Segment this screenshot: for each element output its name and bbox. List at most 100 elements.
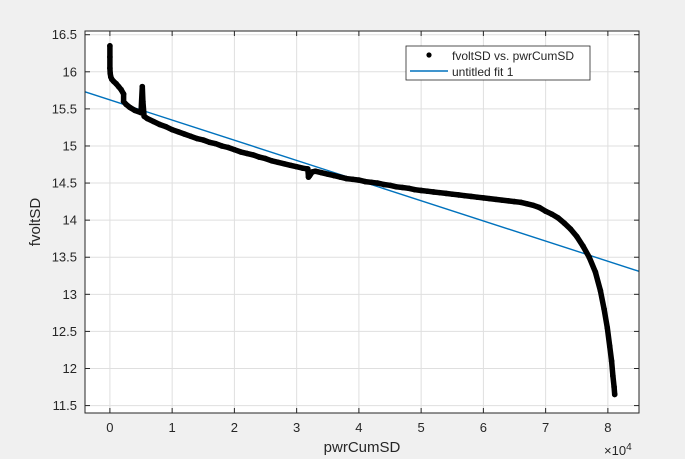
- legend[interactable]: fvoltSD vs. pwrCumSD untitled fit 1: [405, 45, 591, 81]
- x-tick-label: 8: [604, 420, 611, 435]
- legend-marker-scatter: [426, 52, 432, 58]
- scatter-point: [305, 166, 311, 172]
- scatter-point: [561, 220, 568, 226]
- scatter-point: [437, 189, 443, 196]
- scatter-point: [163, 123, 169, 130]
- scatter-point: [611, 391, 618, 398]
- scatter-point: [597, 287, 604, 294]
- legend-box: [405, 45, 591, 81]
- scatter-point: [461, 192, 468, 199]
- scatter-point: [604, 324, 611, 331]
- scatter-point: [107, 54, 113, 60]
- scatter-point: [225, 144, 231, 151]
- scatter-point: [107, 43, 113, 49]
- scatter-point: [474, 194, 480, 200]
- y-tick-label: 11.5: [53, 398, 77, 413]
- x-tick-label: 2: [231, 420, 238, 435]
- y-tick-label: 12: [63, 361, 77, 376]
- scatter-point: [244, 150, 250, 157]
- scatter-point: [343, 175, 350, 182]
- scatter-point: [200, 137, 207, 143]
- x-tick-label: 4: [355, 420, 362, 435]
- y-tick-label: 15.5: [52, 101, 77, 116]
- scatter-point: [505, 198, 512, 204]
- scatter-point: [206, 139, 213, 146]
- scatter-point: [601, 306, 607, 312]
- legend-label-fit: untitled fit 1: [452, 65, 514, 79]
- scatter-point: [610, 373, 616, 379]
- scatter-point: [499, 197, 505, 203]
- scatter-point: [127, 104, 133, 111]
- scatter-point: [606, 343, 613, 350]
- scatter-point: [331, 172, 337, 179]
- legend-label-scatter: fvoltSD vs. pwrCumSD: [452, 49, 574, 63]
- scatter-point: [424, 188, 431, 195]
- scatter-point: [287, 162, 294, 169]
- y-tick-label: 12.5: [52, 324, 77, 339]
- x-tick-label: 0: [106, 420, 113, 435]
- x-axis-title: pwrCumSD: [324, 439, 401, 456]
- scatter-point: [405, 185, 412, 192]
- scatter-point: [131, 107, 138, 114]
- scatter-point: [592, 269, 599, 275]
- scatter-point: [262, 155, 269, 162]
- scatter-point: [380, 181, 387, 188]
- scatter-point: [281, 160, 287, 167]
- scatter-point: [393, 183, 400, 190]
- scatter-point: [181, 131, 188, 137]
- scatter-point: [362, 178, 368, 185]
- scatter-point: [517, 199, 524, 206]
- scatter-layer: [107, 43, 618, 398]
- scatter-point: [536, 204, 543, 211]
- scatter-point: [293, 163, 300, 170]
- y-tick-label: 16.5: [52, 27, 77, 42]
- scatter-point: [608, 358, 615, 364]
- scatter-point: [139, 83, 146, 90]
- scatter-point: [443, 190, 449, 197]
- scatter-point: [231, 146, 238, 153]
- scatter-point: [107, 65, 113, 71]
- scatter-point: [586, 254, 593, 261]
- scatter-point: [430, 189, 437, 195]
- scatter-point: [349, 176, 356, 183]
- y-tick-label: 15: [63, 138, 77, 153]
- plot-area: [85, 31, 639, 413]
- scatter-point: [237, 149, 244, 155]
- scatter-point: [120, 91, 127, 97]
- scatter-point: [188, 133, 194, 140]
- x-tick-label: 6: [480, 420, 487, 435]
- scatter-point: [212, 140, 219, 147]
- scatter-point: [312, 168, 319, 174]
- scatter-point: [219, 143, 225, 149]
- y-tick-label: 14.5: [52, 176, 77, 191]
- scatter-point: [150, 118, 157, 125]
- y-tick-label: 14: [63, 213, 77, 228]
- scatter-point: [250, 152, 256, 158]
- x-exponent-label: ×104: [604, 442, 632, 458]
- scatter-point: [318, 169, 325, 176]
- scatter-point: [530, 202, 536, 209]
- scatter-point: [567, 226, 574, 232]
- scatter-point: [300, 165, 306, 172]
- scatter-point: [140, 98, 146, 105]
- x-tick-label: 7: [542, 420, 549, 435]
- y-tick-label: 16: [63, 64, 77, 79]
- ticks: [85, 31, 639, 413]
- y-axis-title: fvoltSD: [27, 198, 44, 247]
- scatter-point: [256, 154, 263, 160]
- scatter-point: [486, 195, 493, 202]
- scatter-point: [468, 193, 474, 200]
- scatter-point: [493, 196, 499, 203]
- scatter-point: [549, 211, 555, 218]
- scatter-point: [449, 191, 456, 197]
- scatter-point: [511, 198, 518, 205]
- scatter-point: [337, 174, 344, 180]
- scatter-point: [524, 201, 530, 207]
- plot-border: [84, 30, 640, 414]
- scatter-point: [268, 158, 275, 164]
- scatter-point: [412, 186, 418, 193]
- scatter-point: [275, 159, 281, 166]
- scatter-point: [118, 86, 124, 93]
- scatter-point: [194, 135, 200, 142]
